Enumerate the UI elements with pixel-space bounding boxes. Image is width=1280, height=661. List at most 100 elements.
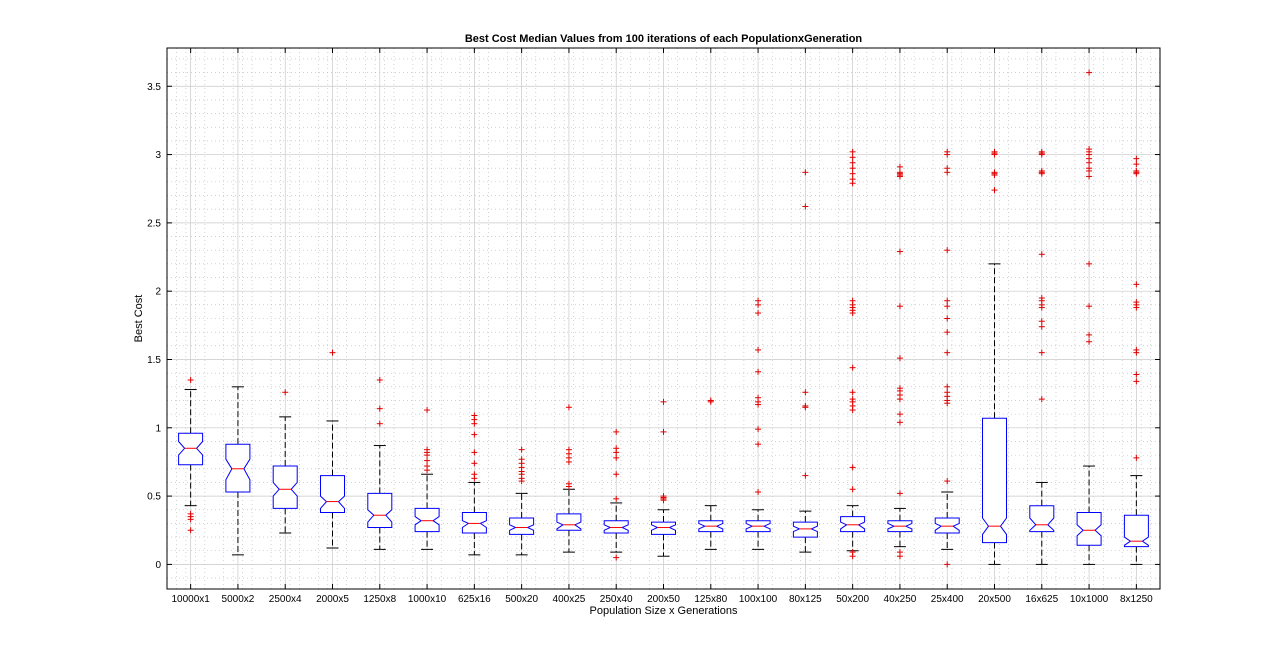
outlier-marker: [1086, 167, 1093, 174]
outlier-marker: [849, 464, 856, 471]
outlier-marker: [944, 349, 951, 356]
notched-box: [1123, 514, 1149, 548]
outlier-marker: [802, 389, 809, 396]
box-250x40: [603, 428, 629, 561]
outlier-marker: [755, 368, 762, 375]
outlier-marker: [944, 329, 951, 336]
box-10000x1: [178, 376, 204, 534]
y-tick-label: 2: [155, 287, 161, 298]
outlier-marker: [613, 454, 620, 461]
outlier-marker: [849, 148, 856, 155]
outlier-marker: [1133, 454, 1140, 461]
box-625x16: [461, 412, 487, 556]
notched-box: [461, 512, 487, 534]
box-8x1250: [1123, 155, 1149, 565]
outlier-marker: [944, 383, 951, 390]
box-50x200: [840, 148, 866, 560]
outlier-marker: [896, 173, 903, 180]
outlier-marker: [944, 169, 951, 176]
outlier-marker: [424, 407, 431, 414]
x-tick-label: 10000x1: [171, 594, 210, 605]
x-tick-label: 125x80: [694, 594, 727, 605]
outlier-marker: [1038, 323, 1045, 330]
y-tick-label: 1: [155, 423, 161, 434]
x-axis-label: Population Size x Generations: [590, 605, 738, 617]
outlier-marker: [187, 376, 194, 383]
notched-box: [651, 521, 676, 535]
box-2500x4: [272, 389, 298, 534]
outlier-marker: [707, 398, 714, 405]
outlier-marker: [565, 483, 572, 490]
outlier-marker: [1038, 318, 1045, 325]
outlier-marker: [991, 187, 998, 194]
x-tick-label: 5000x2: [222, 594, 255, 605]
y-tick-label: 3.5: [147, 82, 161, 93]
box-1000x10: [414, 407, 440, 550]
box-100x100: [745, 297, 771, 550]
chart-title: Best Cost Median Values from 100 iterati…: [465, 33, 863, 45]
outlier-marker: [660, 497, 667, 504]
outlier-marker: [613, 554, 620, 561]
box-500x20: [509, 446, 535, 556]
outlier-marker: [944, 400, 951, 407]
notched-box: [320, 475, 345, 513]
outlier-marker: [944, 247, 951, 254]
x-tick-label: 50x200: [836, 594, 869, 605]
outlier-marker: [1133, 161, 1140, 168]
outlier-marker: [376, 376, 383, 383]
outlier-marker: [755, 441, 762, 448]
y-tick-label: 2.5: [147, 218, 161, 229]
box-16x625: [1029, 148, 1055, 565]
notched-box: [178, 432, 204, 466]
boxes: [178, 69, 1149, 568]
notched-box: [603, 520, 629, 534]
notched-box: [509, 517, 535, 535]
outlier-marker: [849, 170, 856, 177]
outlier-marker: [471, 449, 478, 456]
y-tick-label: 3: [155, 150, 161, 161]
outlier-marker: [471, 460, 478, 467]
outlier-marker: [849, 486, 856, 493]
box-25x400: [934, 148, 960, 568]
outlier-marker: [1133, 371, 1140, 378]
outlier-marker: [1133, 304, 1140, 311]
outlier-marker: [376, 420, 383, 427]
x-tick-label: 500x20: [505, 594, 538, 605]
outlier-marker: [424, 457, 431, 464]
outlier-marker: [755, 346, 762, 353]
y-axis-label: Best Cost: [133, 295, 145, 343]
notched-box: [982, 417, 1007, 544]
notched-box: [414, 507, 440, 533]
outlier-marker: [849, 553, 856, 560]
outlier-marker: [660, 428, 667, 435]
outlier-marker: [802, 169, 809, 176]
x-tick-label: 2000x5: [316, 594, 349, 605]
outlier-marker: [802, 404, 809, 411]
outlier-marker: [329, 349, 336, 356]
outlier-marker: [944, 303, 951, 310]
outlier-marker: [755, 426, 762, 433]
outlier-marker: [660, 398, 667, 405]
x-tick-label: 20x500: [978, 594, 1011, 605]
outlier-marker: [755, 301, 762, 308]
outlier-marker: [187, 516, 194, 523]
outlier-marker: [991, 151, 998, 158]
outlier-marker: [849, 180, 856, 187]
axis-ticks: 0 0.5 1 1.5 2 2.5 3 3.5 10000x1 5000x2 2500x4 2000x…: [147, 48, 1160, 605]
outlier-marker: [849, 389, 856, 396]
notched-box: [225, 443, 251, 493]
outlier-marker: [1086, 338, 1093, 345]
outlier-marker: [1086, 331, 1093, 338]
notched-box: [840, 516, 866, 533]
x-tick-label: 8x1250: [1120, 594, 1153, 605]
notched-box: [1029, 505, 1055, 533]
outlier-marker: [896, 411, 903, 418]
notched-box: [1076, 512, 1102, 546]
outlier-marker: [896, 248, 903, 255]
x-tick-label: 2500x4: [269, 594, 302, 605]
outlier-marker: [471, 431, 478, 438]
y-tick-label: 1.5: [147, 355, 161, 366]
x-tick-label: 250x40: [600, 594, 633, 605]
